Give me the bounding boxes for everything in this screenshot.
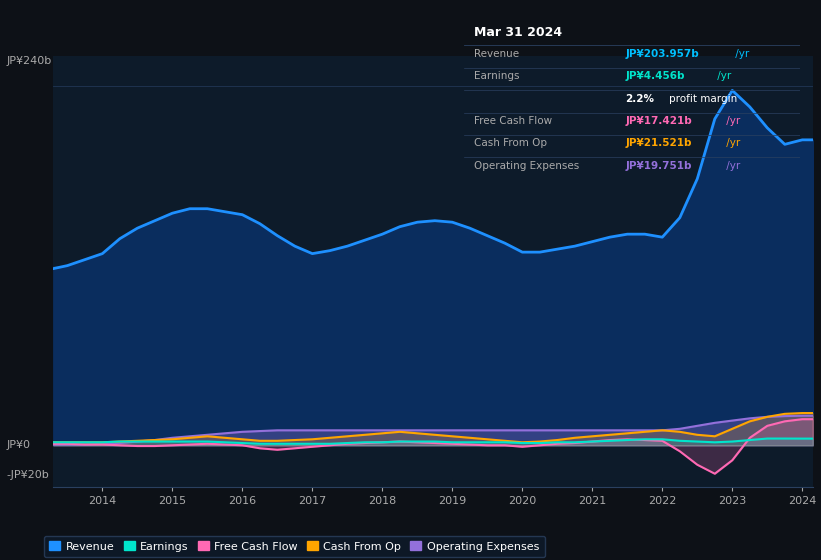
Text: /yr: /yr: [713, 72, 731, 81]
Text: JP¥203.957b: JP¥203.957b: [626, 49, 699, 59]
Text: JP¥19.751b: JP¥19.751b: [626, 161, 692, 171]
Text: Earnings: Earnings: [474, 72, 520, 81]
Text: Free Cash Flow: Free Cash Flow: [474, 116, 552, 126]
Text: JP¥240b: JP¥240b: [7, 56, 52, 66]
Text: Operating Expenses: Operating Expenses: [474, 161, 579, 171]
Text: JP¥0: JP¥0: [7, 440, 30, 450]
Text: JP¥4.456b: JP¥4.456b: [626, 72, 685, 81]
Text: Revenue: Revenue: [474, 49, 519, 59]
Text: /yr: /yr: [723, 116, 741, 126]
Text: Mar 31 2024: Mar 31 2024: [474, 26, 562, 39]
Legend: Revenue, Earnings, Free Cash Flow, Cash From Op, Operating Expenses: Revenue, Earnings, Free Cash Flow, Cash …: [44, 535, 545, 557]
Text: /yr: /yr: [723, 161, 741, 171]
Text: JP¥17.421b: JP¥17.421b: [626, 116, 692, 126]
Text: /yr: /yr: [732, 49, 750, 59]
Text: 2.2%: 2.2%: [626, 94, 654, 104]
Text: /yr: /yr: [723, 138, 741, 148]
Text: profit margin: profit margin: [669, 94, 737, 104]
Text: JP¥21.521b: JP¥21.521b: [626, 138, 692, 148]
Text: Cash From Op: Cash From Op: [474, 138, 547, 148]
Text: -JP¥20b: -JP¥20b: [7, 470, 49, 480]
